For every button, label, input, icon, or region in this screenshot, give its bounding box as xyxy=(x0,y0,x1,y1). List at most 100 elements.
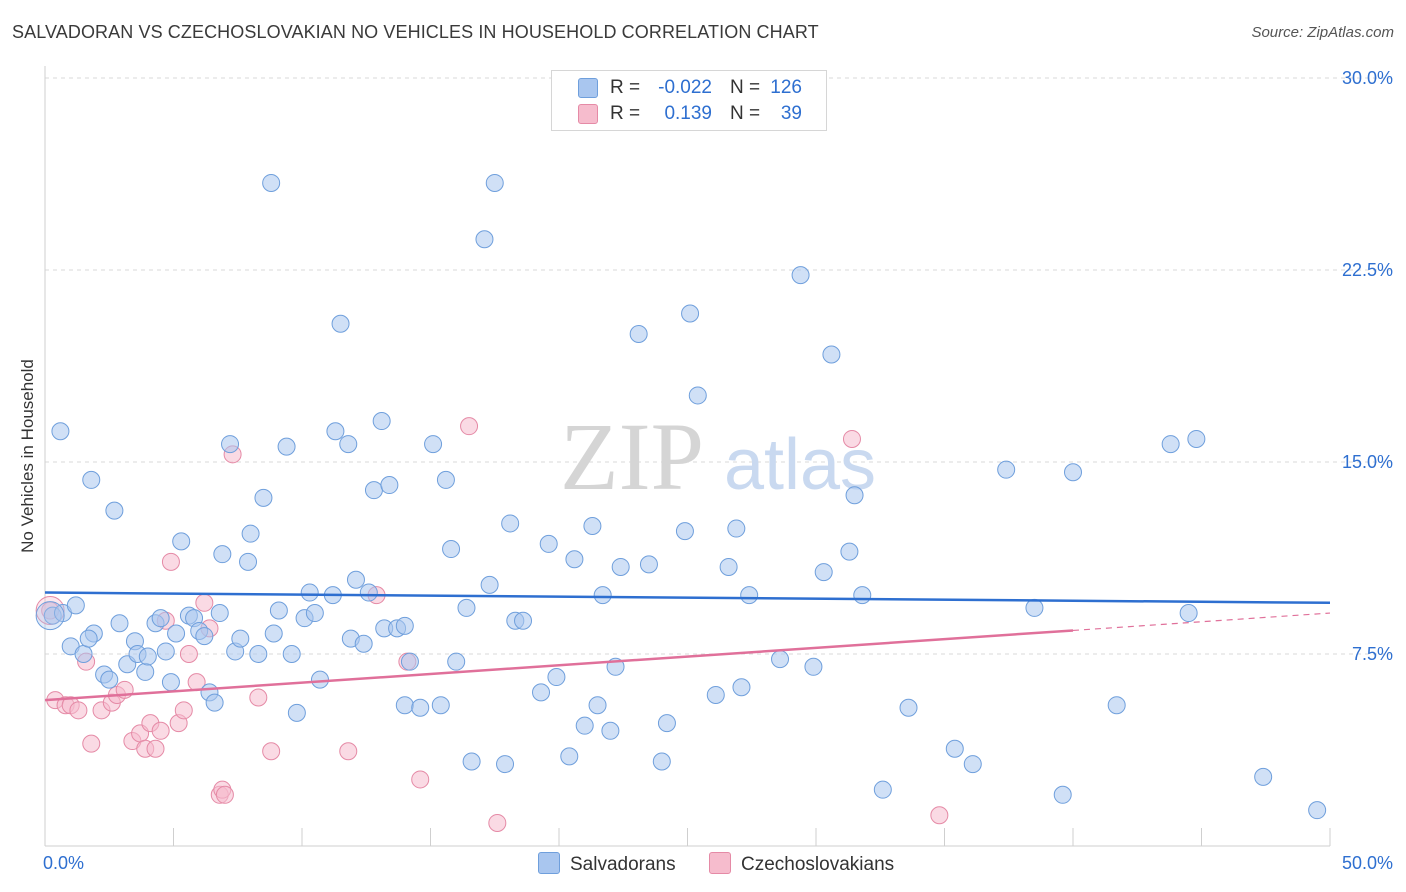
czechoslovakian-point xyxy=(69,701,88,720)
salvadoran-point xyxy=(100,670,119,689)
salvadoran-point xyxy=(845,486,864,505)
salvadoran-point xyxy=(431,696,450,715)
salvadoran-point xyxy=(560,747,579,766)
salvadoran-point xyxy=(611,557,630,576)
salvadoran-point xyxy=(346,570,365,589)
czechoslovakian-point xyxy=(842,429,861,448)
salvadoran-point xyxy=(231,629,250,648)
salvadoran-point xyxy=(771,650,790,669)
y-tick-label: 7.5% xyxy=(1352,644,1393,664)
salvadoran-point xyxy=(380,476,399,495)
legend-n-label: N = xyxy=(730,77,761,98)
salvadoran-point xyxy=(804,657,823,676)
correlation-legend: R = -0.022 N = 126 R = 0.139 N = 39 xyxy=(551,70,827,131)
legend-row-czechoslovakians: R = 0.139 N = 39 xyxy=(552,101,826,127)
salvadoran-point xyxy=(706,685,725,704)
salvadoran-point xyxy=(264,624,283,643)
trend-lines xyxy=(44,591,1331,702)
salvadoran-point xyxy=(732,678,751,697)
legend-r-value: -0.022 xyxy=(658,77,712,98)
salvadoran-point xyxy=(447,652,466,671)
czechoslovakian-point xyxy=(82,734,101,753)
salvadoran-point xyxy=(593,586,612,605)
salvadoran-point xyxy=(400,652,419,671)
source-label: Source: ZipAtlas.com xyxy=(1251,24,1394,41)
salvadoran-point xyxy=(241,524,260,543)
salvadoran-point xyxy=(963,755,982,774)
salvadoran-point xyxy=(372,412,391,431)
czechoslovakian-point xyxy=(488,813,507,832)
salvadoran-point xyxy=(657,714,676,733)
salvadoran-point-cluster xyxy=(35,601,65,631)
salvadoran-point xyxy=(359,583,378,602)
salvadoran-point xyxy=(629,325,648,343)
salvadoran-point xyxy=(105,501,124,520)
salvadoran-point xyxy=(74,645,93,663)
salvadoran-point xyxy=(688,386,707,405)
czechoslovakian-point xyxy=(249,688,268,707)
salvadoran-point xyxy=(583,517,602,535)
legend-swatch-pink xyxy=(578,104,598,124)
y-tick-label: 22.5% xyxy=(1342,260,1393,280)
salvadoran-point xyxy=(853,586,872,605)
salvadoran-point xyxy=(1107,696,1126,715)
czechoslovakian-point xyxy=(460,417,479,436)
salvadoran-point xyxy=(213,545,232,564)
salvadoran-point xyxy=(1254,767,1273,786)
salvadoran-point xyxy=(539,534,558,553)
salvadoran-point xyxy=(79,629,98,648)
salvadoran-point xyxy=(475,230,494,249)
salvadoran-point xyxy=(82,470,101,489)
czechoslovakian-trend-line-extrapolated xyxy=(1072,612,1331,632)
legend-r-label: R = xyxy=(610,103,641,124)
salvadoran-point xyxy=(262,173,281,192)
legend-n-label: N = xyxy=(730,103,761,124)
y-axis-label: No Vehicles in Household xyxy=(18,359,37,553)
salvadoran-point xyxy=(156,642,175,661)
czechoslovakian-point xyxy=(195,593,214,612)
czechoslovakian-point xyxy=(215,785,234,804)
salvadoran-point xyxy=(151,609,170,628)
salvadoran-point xyxy=(305,604,324,623)
salvadoran-point xyxy=(588,696,607,715)
x-tick-label-min: 0.0% xyxy=(43,853,84,873)
salvadoran-point xyxy=(167,624,186,643)
salvadoran-point xyxy=(395,616,414,635)
salvadoran-point xyxy=(485,173,504,192)
czechoslovakian-point xyxy=(262,742,281,761)
salvadoran-point xyxy=(462,752,481,771)
salvadoran-point xyxy=(277,437,296,456)
salvadoran-point xyxy=(282,645,301,663)
salvadoran-point xyxy=(1161,435,1180,454)
czechoslovakian-point xyxy=(930,806,949,825)
salvadoran-point xyxy=(424,435,443,454)
legend-r-value: 0.139 xyxy=(664,103,712,124)
salvadoran-point xyxy=(205,693,224,712)
salvadoran-point xyxy=(501,514,520,533)
salvadoran-point xyxy=(457,598,476,617)
salvadoran-point xyxy=(138,647,157,666)
salvadoran-point xyxy=(791,266,810,285)
bottom-legend-swatch-pink xyxy=(709,852,731,874)
salvadoran-point xyxy=(442,540,461,559)
salvadoran-point xyxy=(675,522,694,541)
salvadoran-point xyxy=(51,422,70,441)
czechoslovakian-point xyxy=(161,552,180,571)
salvadoran-point xyxy=(814,563,833,582)
czechoslovakian-point xyxy=(339,742,358,761)
salvadoran-point xyxy=(997,460,1016,479)
salvadoran-point xyxy=(287,703,306,722)
salvadoran-point xyxy=(719,557,738,576)
salvadoran-point xyxy=(945,739,964,758)
czechoslovakian-point xyxy=(151,721,170,740)
salvadoran-point xyxy=(269,601,288,620)
salvadoran-point xyxy=(547,668,566,687)
salvadoran-point xyxy=(395,696,414,715)
salvadoran-point xyxy=(740,586,759,605)
legend-n-value: 126 xyxy=(770,77,802,98)
legend-n-value: 39 xyxy=(780,103,802,124)
salvadoran-point xyxy=(331,314,350,333)
legend-swatch-blue xyxy=(578,78,598,98)
salvadoran-point xyxy=(840,542,859,561)
